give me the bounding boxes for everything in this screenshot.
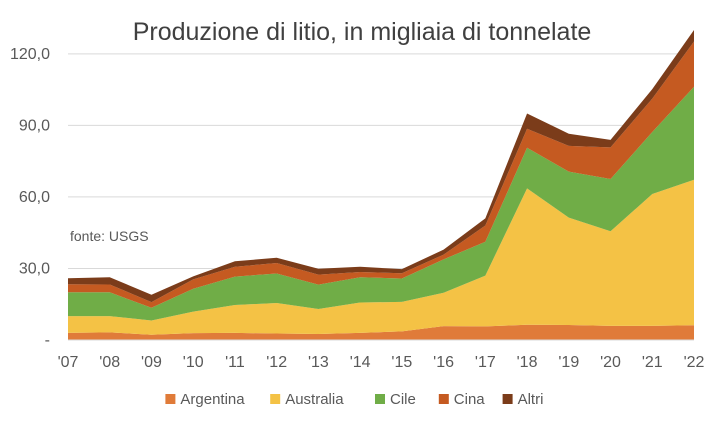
legend-label: Australia xyxy=(285,391,344,408)
legend-label: Cina xyxy=(454,391,486,408)
x-tick-label: '22 xyxy=(684,354,705,371)
legend-swatch xyxy=(375,394,385,404)
x-axis-ticks: '07 '08 '09 '10 '11 '12 '13 '14 '15 '16 '17 '18 '19 '… xyxy=(58,354,705,371)
area-cile xyxy=(68,86,694,321)
x-tick-label: '17 xyxy=(475,354,496,371)
y-tick-label: - xyxy=(45,332,50,349)
x-tick-label: '13 xyxy=(308,354,329,371)
x-tick-label: '07 xyxy=(58,354,79,371)
legend-swatch xyxy=(502,394,513,404)
area-series xyxy=(68,30,694,340)
legend-item-cina: Cina xyxy=(438,391,486,408)
x-tick-label: '09 xyxy=(141,354,162,371)
x-tick-label: '19 xyxy=(558,354,579,371)
x-tick-label: '16 xyxy=(433,354,454,371)
legend-label: Altri xyxy=(518,391,544,408)
legend-swatch xyxy=(270,394,281,404)
legend-label: Cile xyxy=(390,391,416,408)
source-note: fonte: USGS xyxy=(70,228,149,244)
legend-item-cile: Cile xyxy=(375,391,416,408)
legend-item-altri: Altri xyxy=(502,391,544,408)
legend-item-argentina: Argentina xyxy=(165,391,245,408)
x-tick-label: '18 xyxy=(517,354,538,371)
legend-swatch xyxy=(438,394,449,404)
legend-label: Argentina xyxy=(180,391,245,408)
x-tick-label: '15 xyxy=(391,354,412,371)
chart-title: Produzione di litio, in migliaia di tonn… xyxy=(132,18,592,46)
y-axis-ticks: - 30,0 60,0 90,0 120,0 xyxy=(10,46,50,349)
x-tick-label: '20 xyxy=(600,354,621,371)
x-tick-label: '10 xyxy=(183,354,204,371)
area-australia xyxy=(68,179,694,335)
legend-item-australia: Australia xyxy=(270,391,344,408)
y-tick-label: 30,0 xyxy=(19,260,50,277)
legend-swatch xyxy=(165,394,176,404)
x-tick-label: '12 xyxy=(266,354,287,371)
legend: Argentina Australia Cile Cina Altri xyxy=(165,391,543,408)
x-tick-label: '08 xyxy=(99,354,120,371)
y-tick-label: 60,0 xyxy=(19,189,50,206)
x-tick-label: '14 xyxy=(350,354,371,371)
y-tick-label: 90,0 xyxy=(19,117,50,134)
y-tick-label: 120,0 xyxy=(10,46,50,63)
area-argentina xyxy=(68,324,694,340)
x-tick-label: '21 xyxy=(642,354,663,371)
x-tick-label: '11 xyxy=(225,354,245,371)
